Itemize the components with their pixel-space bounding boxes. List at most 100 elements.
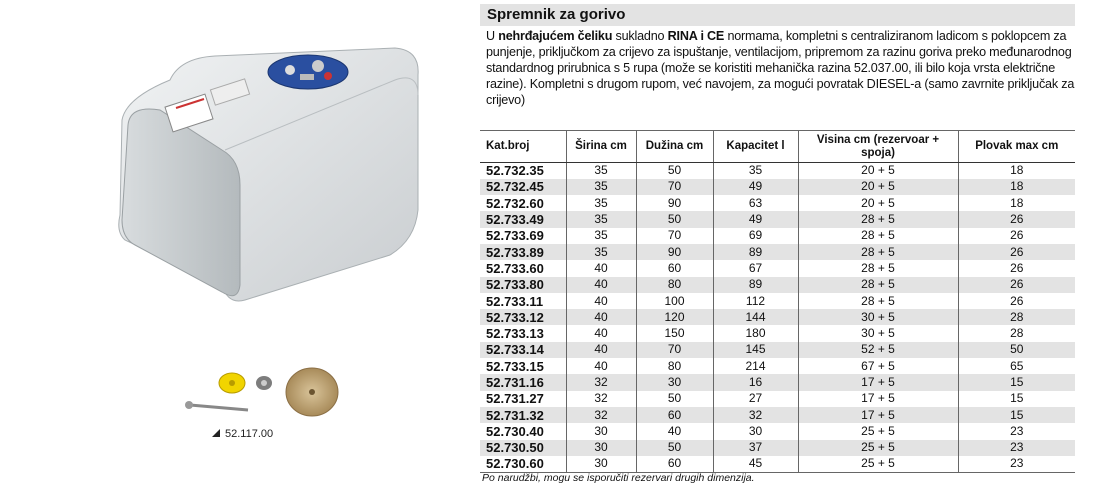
table-cell: 80 [635, 276, 713, 293]
table-row: 52.730.60 30 60 45 25 + 5 23 [480, 455, 1075, 473]
product-title: Spremnik za gorivo [480, 4, 1075, 26]
table-cell: 32 [565, 390, 636, 407]
table-cell: 23 [957, 455, 1075, 473]
table-row: 52.733.80 40 80 89 28 + 5 26 [480, 276, 1075, 293]
table-row: 52.730.50 30 50 37 25 + 5 23 [480, 439, 1075, 456]
catalog-number: 52.730.40 [486, 423, 544, 439]
table-cell: 30 + 5 [797, 309, 958, 326]
catalog-number: 52.733.60 [486, 260, 544, 276]
catalog-number: 52.732.45 [480, 178, 566, 196]
table-cell: 23 [957, 439, 1075, 456]
table-row: 52.733.12 40 120 144 30 + 5 28 [480, 309, 1075, 326]
product-description: U nehrđajućem čeliku sukladno RINA i CE … [480, 26, 1075, 108]
table-cell: 65 [957, 358, 1075, 375]
table-row: 52.733.89 35 90 89 28 + 5 26 [480, 243, 1075, 261]
table-cell: 37 [712, 439, 798, 456]
table-cell: 70 [635, 227, 713, 244]
table-cell: 30 [565, 423, 636, 440]
catalog-number: 52.730.60 [480, 455, 566, 473]
table-cell: 15 [957, 374, 1075, 391]
table-cell: 90 [635, 195, 713, 212]
table-cell: 70 [635, 178, 713, 196]
table-cell: 28 + 5 [797, 227, 958, 244]
table-row: 52.731.27 32 50 27 17 + 5 15 [480, 390, 1075, 407]
table-cell: 23 [957, 423, 1075, 440]
table-cell: 63 [712, 195, 798, 212]
catalog-number: 52.733.89 [480, 243, 566, 261]
table-cell: 18 [957, 162, 1075, 179]
table-cell: 26 [957, 211, 1075, 228]
table-cell: 40 [635, 423, 713, 440]
table-cell: 67 + 5 [797, 358, 958, 375]
table-cell: 120 [635, 309, 713, 326]
table-cell: 50 [635, 211, 713, 228]
table-cell: 28 + 5 [797, 260, 958, 277]
column-header: Dužina cm [635, 130, 713, 163]
table-cell: 50 [635, 162, 713, 179]
table-cell: 69 [712, 227, 798, 244]
catalog-number: 52.732.60 [486, 195, 544, 211]
table-cell: 30 [565, 439, 636, 456]
table-cell: 35 [565, 243, 636, 261]
table-cell: 35 [565, 178, 636, 196]
table-cell: 100 [635, 292, 713, 310]
table-cell: 17 + 5 [797, 406, 958, 424]
table-cell: 17 + 5 [797, 374, 958, 391]
table-row: 52.733.69 35 70 69 28 + 5 26 [480, 227, 1075, 244]
table-cell: 30 [635, 374, 713, 391]
desc-bold: RINA i CE [667, 29, 725, 43]
desc-bold: nehrđajućem čeliku [498, 29, 613, 43]
column-header: Plovak max cm [957, 130, 1075, 163]
product-images: 52.117.00 [0, 0, 470, 489]
catalog-number: 52.732.35 [486, 163, 544, 179]
table-cell: 49 [712, 211, 798, 228]
table-cell: 60 [635, 406, 713, 424]
table-cell: 32 [565, 374, 636, 391]
column-header: Širina cm [565, 130, 636, 163]
table-cell: 28 + 5 [797, 211, 958, 228]
table-row: 52.733.60 40 60 67 28 + 5 26 [480, 260, 1075, 277]
table-cell: 60 [635, 260, 713, 277]
table-cell: 28 + 5 [797, 243, 958, 261]
table-cell: 18 [957, 195, 1075, 212]
desc-text: U [486, 29, 499, 43]
catalog-number: 52.733.13 [486, 326, 544, 342]
accessory-code: 52.117.00 [225, 428, 274, 440]
table-cell: 89 [712, 243, 798, 261]
table-cell: 25 + 5 [797, 423, 958, 440]
table-row: 52.731.16 32 30 16 17 + 5 15 [480, 374, 1075, 391]
table-cell: 25 + 5 [797, 455, 958, 473]
table-cell: 80 [635, 358, 713, 375]
table-cell: 27 [712, 390, 798, 407]
table-cell: 60 [635, 455, 713, 473]
table-cell: 40 [565, 292, 636, 310]
product-info: Spremnik za gorivo U nehrđajućem čeliku … [480, 0, 1075, 484]
catalog-number: 52.730.50 [480, 439, 566, 456]
table-cell: 145 [712, 341, 798, 359]
table-cell: 26 [957, 227, 1075, 244]
table-cell: 25 + 5 [797, 439, 958, 456]
table-cell: 28 + 5 [797, 292, 958, 310]
table-cell: 20 + 5 [797, 178, 958, 196]
table-cell: 50 [957, 341, 1075, 359]
table-cell: 20 + 5 [797, 195, 958, 212]
table-cell: 49 [712, 178, 798, 196]
fuel-tank-image [118, 47, 419, 417]
table-cell: 89 [712, 276, 798, 293]
table-cell: 30 + 5 [797, 325, 958, 342]
table-cell: 40 [565, 341, 636, 359]
table-cell: 144 [712, 309, 798, 326]
catalog-number: 52.733.69 [486, 228, 544, 244]
table-cell: 35 [565, 211, 636, 228]
catalog-number: 52.733.12 [480, 309, 566, 326]
table-cell: 16 [712, 374, 798, 391]
table-cell: 26 [957, 276, 1075, 293]
table-cell: 28 [957, 325, 1075, 342]
table-cell: 35 [565, 195, 636, 212]
table-cell: 70 [635, 341, 713, 359]
table-cell: 50 [635, 390, 713, 407]
table-cell: 15 [957, 390, 1075, 407]
table-cell: 17 + 5 [797, 390, 958, 407]
table-cell: 45 [712, 455, 798, 473]
table-row: 52.733.13 40 150 180 30 + 5 28 [480, 325, 1075, 342]
